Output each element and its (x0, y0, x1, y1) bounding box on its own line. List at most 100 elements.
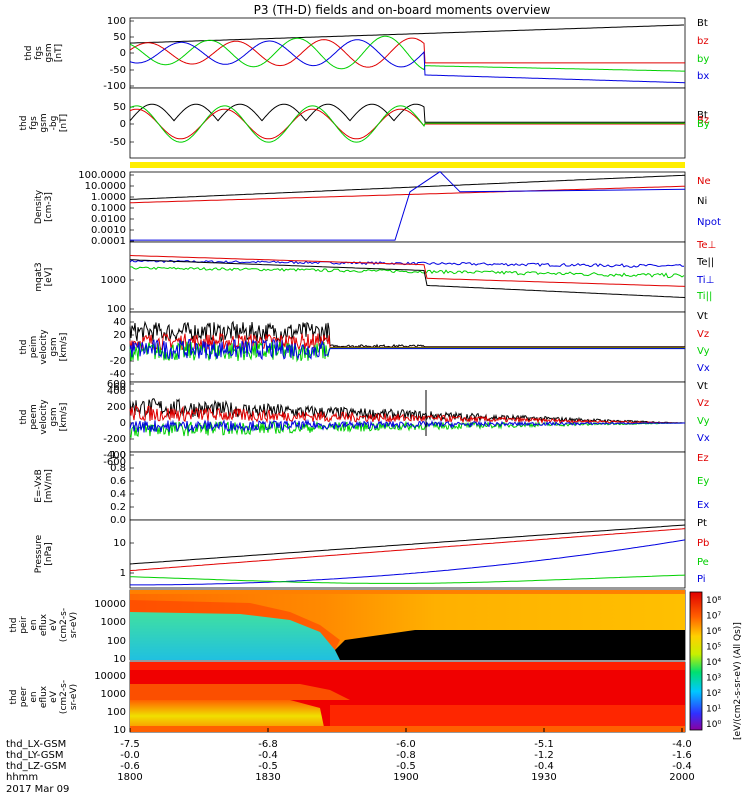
y-tick-label: 0.6 (110, 476, 126, 487)
ion-top-strip (130, 590, 685, 594)
electron-spectrogram (130, 662, 685, 732)
y-axis-label-line: en (29, 619, 39, 630)
legend-Vy: Vy (697, 416, 710, 427)
y-axis-label-line: sr-eV) (69, 684, 79, 710)
y-axis-label-line: sr-eV) (69, 612, 79, 638)
pi-line (130, 539, 686, 586)
colorbar-tick-label: 10¹ (706, 705, 721, 715)
legend-Ne: Ne (697, 176, 711, 187)
y-axis-label: Pressure [nPa] (34, 534, 54, 573)
y-tick-label: 20 (113, 330, 126, 341)
axis-row-value: -0.4 (672, 761, 692, 772)
y-axis-label-line: thd (24, 46, 34, 61)
axis-row-value: -0.8 (396, 750, 416, 761)
axis-row-value: 1930 (531, 772, 556, 783)
mode-bar (130, 162, 685, 168)
y-tick-label: 40 (113, 317, 126, 328)
axis-row-value: -0.6 (120, 761, 140, 772)
elec-high-band (130, 662, 685, 670)
legend-Ni: Ni (697, 196, 707, 207)
y-tick-label: -50 (110, 137, 126, 148)
y-axis-label-line: en (29, 691, 39, 702)
y-axis-label-line: gsm (49, 407, 59, 426)
legend-Bz: Bz (697, 115, 709, 126)
y-axis-label-line: -bg (49, 116, 59, 131)
pt-line (129, 524, 686, 565)
legend-Pt: Pt (697, 518, 707, 529)
y-tick-label: 100 (107, 707, 126, 718)
y-tick-label: 0.0010 (91, 225, 126, 236)
y-axis-label: E=-VxB [mV/m] (34, 469, 54, 503)
y-tick-label: 100.0000 (78, 170, 126, 181)
y-axis-label-line: (cm2-s- (59, 608, 69, 642)
legend-Vt: Vt (697, 381, 708, 392)
colorbar (689, 591, 703, 731)
pe-line (129, 574, 686, 584)
y-tick-label: 10000 (94, 599, 126, 610)
y-tick-label: 50 (113, 102, 126, 113)
y-axis-label-line: [km/s] (59, 403, 69, 432)
time-axis: thd_LX-GSM -7.5 -6.8 -6.0 -5.1 -4.0 thd_LY-GSM… (6, 728, 695, 795)
npot-line (130, 171, 686, 241)
y-tick-label: 1.0000 (91, 192, 126, 203)
axis-row-value: -4.0 (672, 739, 692, 750)
by-line (129, 35, 686, 72)
y-tick-label: -200 (103, 434, 126, 445)
ti-par-line (130, 266, 685, 279)
vx6-line (129, 418, 685, 433)
panel-temperature: 1000 100 mqat3 [eV] Te⊥ Te|| Ti⊥ Ti|| (34, 240, 716, 315)
y-axis-label: thd peir en eflux eV (cm2-s-sr-eV) (9, 608, 79, 642)
elec-right-low (330, 705, 685, 732)
y-axis-label-line: [mV/m] (44, 469, 54, 503)
y-axis-label-line: fgs (29, 116, 39, 130)
ne-line (129, 185, 685, 204)
panel-density: 100.000010.00001.00000.10000.01000.00100… (34, 170, 721, 247)
y-tick-label: 0 (120, 418, 126, 429)
legend-Ez: Ez (697, 453, 709, 464)
te-perp-line (129, 255, 686, 287)
axis-row-value: 1900 (393, 772, 418, 783)
bz-line (129, 37, 685, 68)
axis-row-value: 1830 (255, 772, 280, 783)
y-axis-label-line: eV (49, 618, 59, 631)
y-tick-label: 1.0 (110, 450, 126, 461)
vz5-line (129, 332, 685, 352)
legend-bx: bx (697, 71, 709, 82)
y-tick-label: 10 (113, 538, 126, 549)
y-tick-label: 100 (107, 304, 126, 315)
y-axis-label-line: Density (34, 189, 44, 224)
y-axis-label-line: Pressure (34, 534, 44, 573)
y-tick-label: 0.0100 (91, 214, 126, 225)
ti-perp-line (129, 259, 685, 268)
y-tick-label: 200 (107, 402, 126, 413)
colorbar-tick-label: 10⁷ (706, 612, 721, 622)
colorbar-tick-label: 10⁶ (706, 627, 721, 637)
vx5-line (129, 339, 685, 361)
y-axis-label-line: eflux (39, 685, 49, 708)
y-axis-label: thd fgs gsm -bg [nT] (19, 113, 69, 132)
y-tick-label: 1000 (101, 617, 126, 628)
colorbar-tick-label: 10⁴ (706, 658, 721, 668)
vz6-line (129, 404, 685, 425)
panel-efield: 1.0 0.8 0.6 0.4 0.2 0.0 E=-VxB [mV/m] Ez Ey Ex (34, 450, 709, 526)
legend-Vz: Vz (697, 329, 709, 340)
y-axis-label-line: thd (19, 116, 29, 131)
legend-Pe: Pe (697, 557, 709, 568)
y-tick-label: 1000 (101, 689, 126, 700)
y-tick-label: 0 (120, 119, 126, 130)
y-axis-label-line: (cm2-s- (59, 680, 69, 714)
axis-row-value: -0.5 (258, 761, 278, 772)
bx-line (129, 39, 685, 84)
y-tick-label: 0 (120, 343, 126, 354)
y-axis-label-line: peem (29, 404, 39, 430)
legend-Vz: Vz (697, 398, 709, 409)
y-tick-label: 10000 (94, 671, 126, 682)
by2-line (129, 105, 685, 143)
y-tick-label: 50 (113, 32, 126, 43)
axis-row-value: -1.2 (534, 750, 554, 761)
y-axis-label-line: gsm (39, 113, 49, 132)
y-tick-label: 0.4 (110, 489, 126, 500)
y-axis-label-line: [cm-3] (44, 192, 54, 222)
